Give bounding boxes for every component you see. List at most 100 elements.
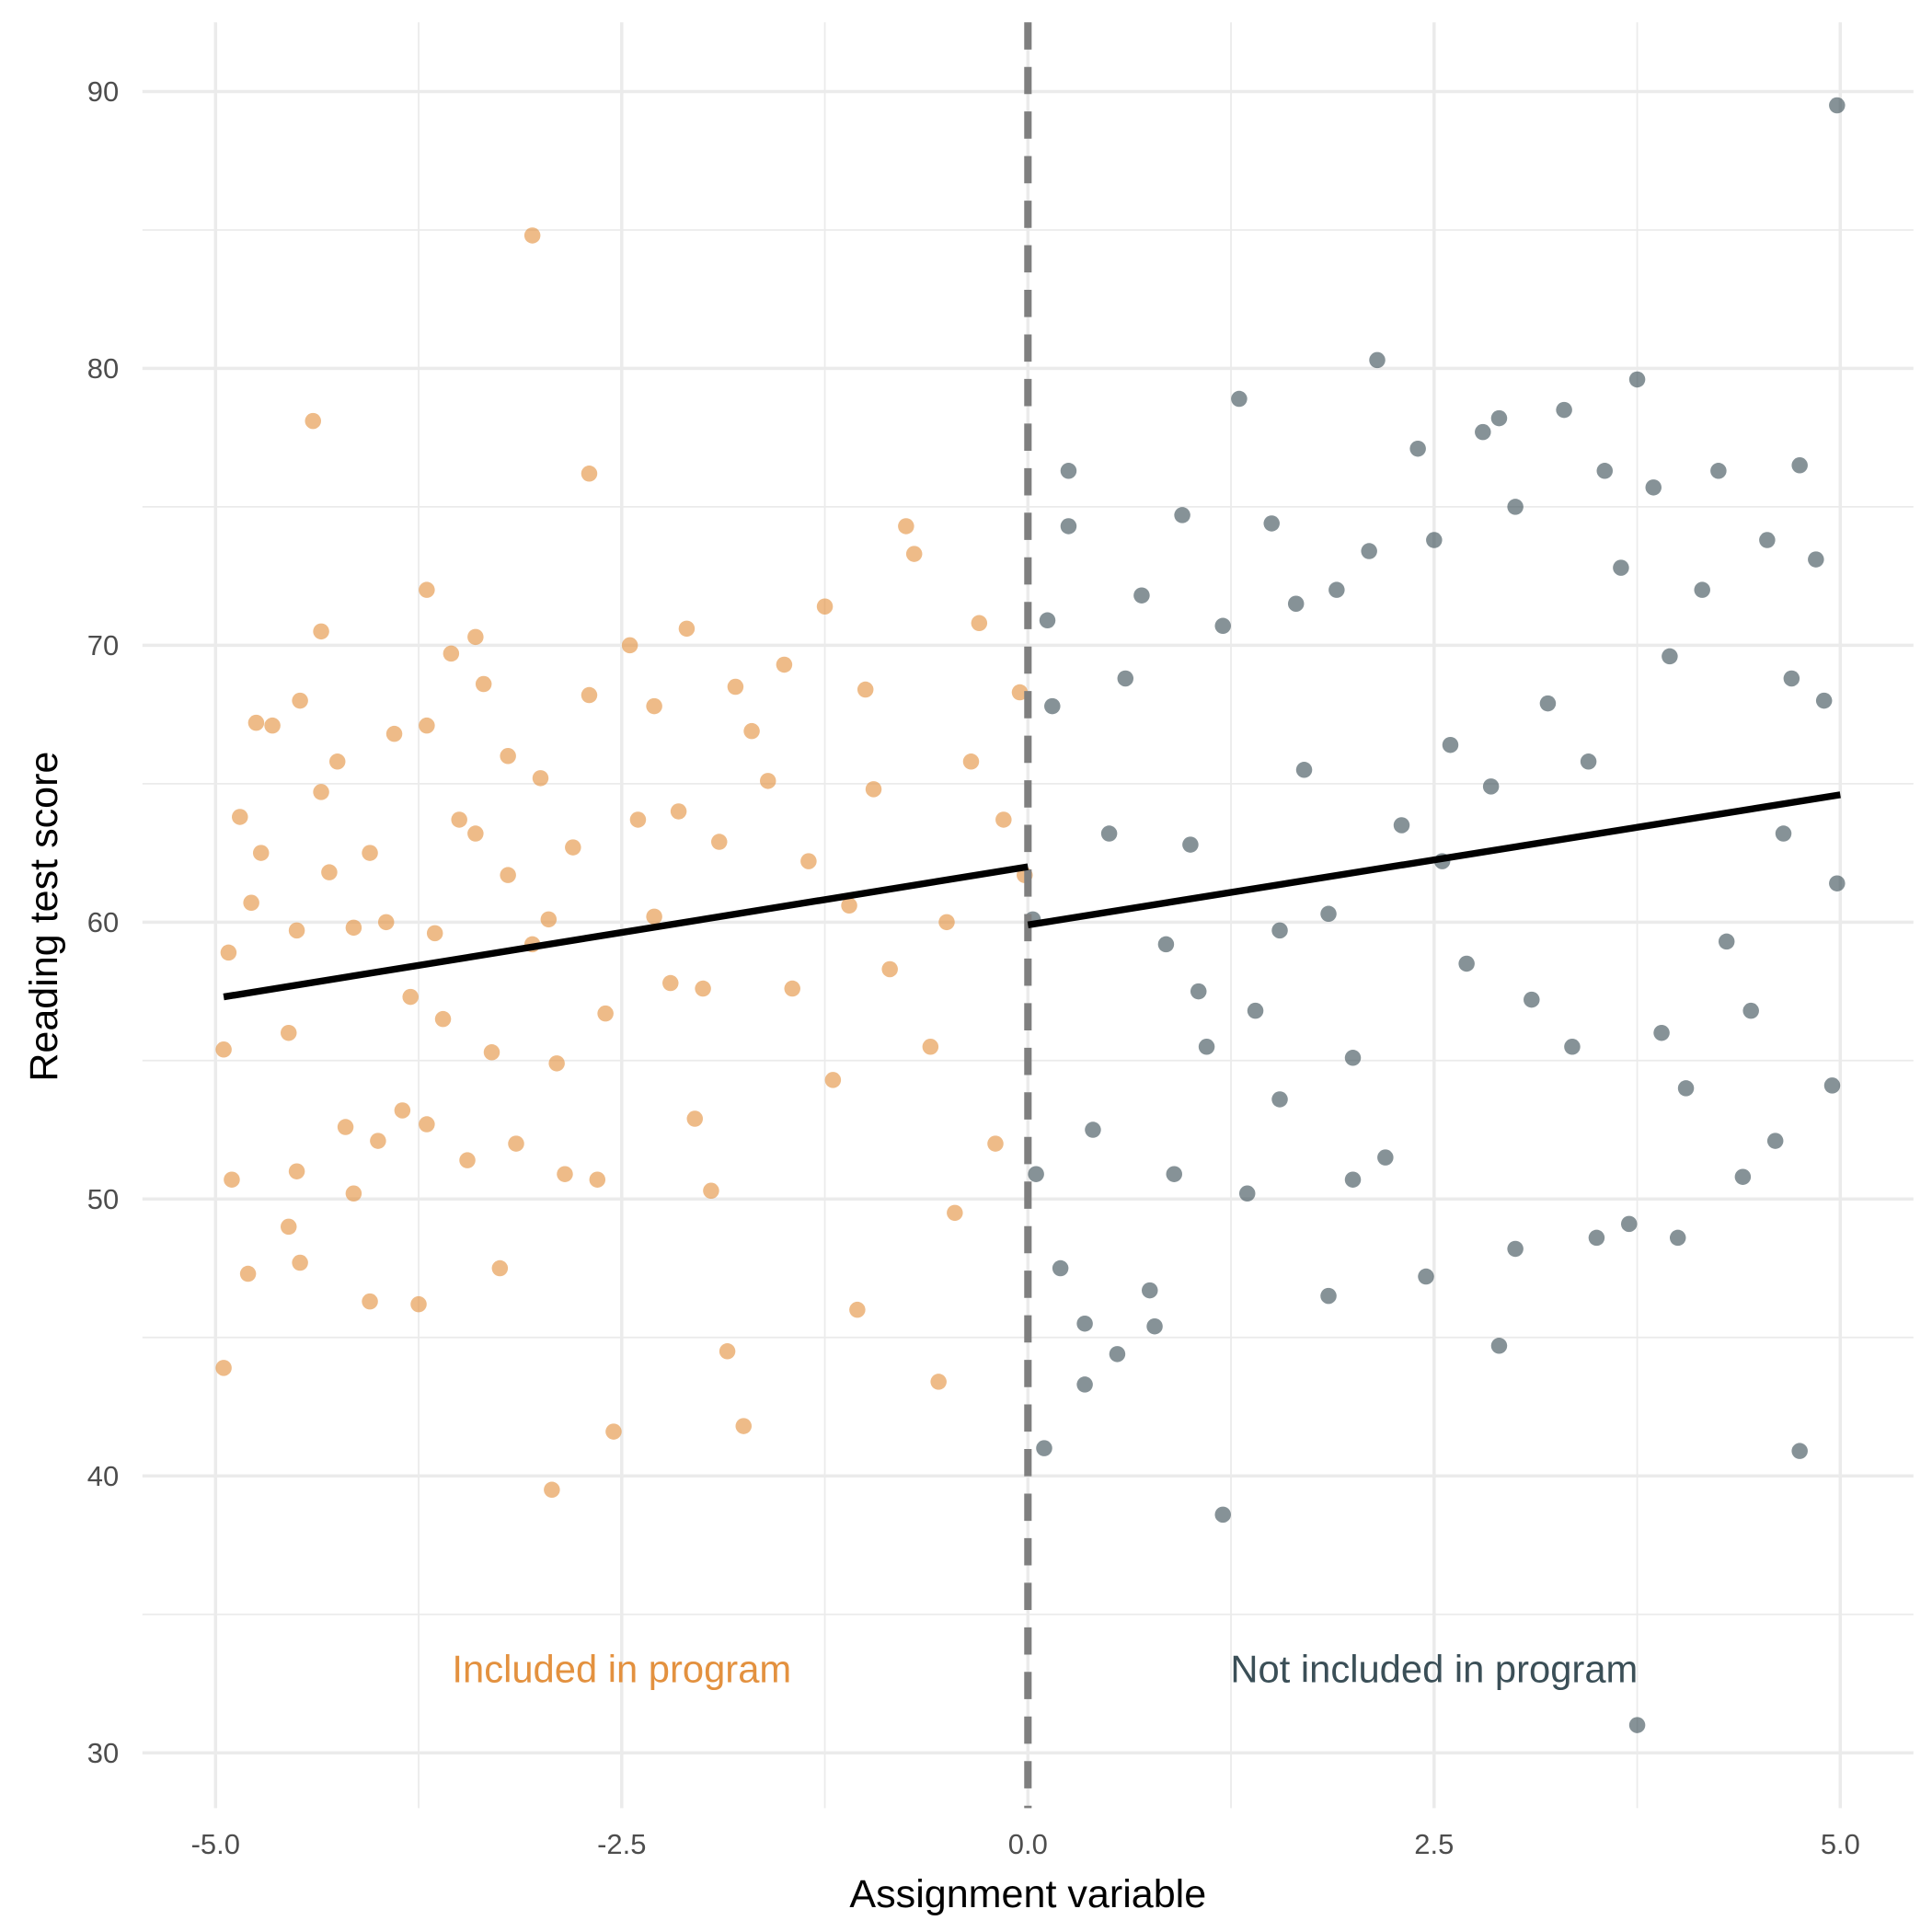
point xyxy=(646,908,662,926)
point xyxy=(1564,1039,1581,1055)
point xyxy=(419,1116,435,1133)
point xyxy=(1458,955,1475,972)
point xyxy=(1182,836,1199,853)
point xyxy=(1556,401,1572,419)
point xyxy=(1783,670,1800,687)
point xyxy=(281,1218,297,1236)
point xyxy=(1146,1317,1163,1335)
point xyxy=(1815,692,1833,709)
point xyxy=(443,645,460,662)
point xyxy=(377,914,395,931)
point xyxy=(922,1039,939,1055)
point xyxy=(1653,1024,1670,1041)
point xyxy=(1036,1440,1052,1456)
point xyxy=(1109,1346,1126,1363)
point xyxy=(394,1102,411,1119)
point xyxy=(662,974,679,992)
y-axis-title: Reading test score xyxy=(22,752,66,1082)
point xyxy=(1060,518,1077,535)
point xyxy=(1344,1050,1362,1066)
x-tick-label: -2.5 xyxy=(597,1828,646,1860)
point xyxy=(857,681,874,698)
point xyxy=(1490,1338,1508,1354)
point xyxy=(1238,1185,1256,1202)
annotation: Included in program xyxy=(452,1647,791,1690)
point xyxy=(508,1135,524,1152)
x-tick-label: -5.0 xyxy=(191,1828,240,1860)
point xyxy=(1613,559,1629,576)
point xyxy=(224,1171,240,1188)
point xyxy=(776,656,793,673)
point xyxy=(451,811,467,828)
point xyxy=(1174,507,1190,523)
point xyxy=(930,1374,947,1390)
point xyxy=(1694,581,1710,598)
point xyxy=(410,1295,427,1313)
y-tick-label: 50 xyxy=(87,1183,119,1215)
point xyxy=(1133,587,1150,604)
point xyxy=(220,944,237,961)
point xyxy=(1742,1002,1759,1019)
point xyxy=(1231,390,1248,408)
point xyxy=(483,1044,500,1061)
point xyxy=(971,615,988,632)
point xyxy=(1157,936,1175,953)
point xyxy=(232,809,248,825)
point xyxy=(678,620,696,638)
point xyxy=(727,678,744,696)
point xyxy=(243,894,259,912)
point xyxy=(1214,617,1231,635)
point xyxy=(362,1293,378,1310)
point xyxy=(938,914,955,931)
point xyxy=(670,803,687,820)
point xyxy=(1775,825,1792,842)
point-group xyxy=(215,227,1033,1499)
point xyxy=(475,675,492,693)
point xyxy=(1507,499,1524,515)
point xyxy=(962,753,980,770)
point xyxy=(703,1182,719,1200)
point xyxy=(824,1072,842,1088)
point xyxy=(1393,817,1410,834)
point xyxy=(321,864,338,880)
point xyxy=(1214,1506,1231,1524)
point xyxy=(1482,778,1500,795)
y-tick-label: 40 xyxy=(87,1460,119,1492)
point xyxy=(264,717,281,734)
annotation: Not included in program xyxy=(1230,1647,1638,1690)
point xyxy=(1287,595,1305,612)
point xyxy=(565,839,581,856)
point xyxy=(419,581,435,598)
point xyxy=(1052,1259,1069,1277)
point xyxy=(1295,762,1313,778)
point xyxy=(1377,1149,1394,1166)
point xyxy=(995,811,1012,828)
point xyxy=(1669,1229,1686,1247)
point xyxy=(581,466,598,482)
point xyxy=(467,628,484,646)
point xyxy=(905,546,923,562)
point xyxy=(1142,1282,1158,1299)
point xyxy=(743,722,760,740)
point xyxy=(605,1423,622,1440)
point xyxy=(426,925,443,942)
point xyxy=(459,1152,476,1168)
point xyxy=(1759,532,1776,548)
point xyxy=(292,692,308,709)
point xyxy=(1409,440,1426,457)
point xyxy=(1247,1002,1264,1019)
point xyxy=(1442,736,1459,753)
point xyxy=(1190,983,1207,1000)
y-tick-label: 30 xyxy=(87,1737,119,1769)
point xyxy=(1829,875,1846,891)
point xyxy=(500,867,516,883)
point xyxy=(1829,97,1846,114)
point xyxy=(1596,463,1614,479)
point xyxy=(581,686,598,704)
point xyxy=(1580,753,1597,770)
point xyxy=(215,1360,232,1376)
point xyxy=(281,1024,297,1041)
point xyxy=(646,697,662,715)
point xyxy=(288,1163,305,1179)
